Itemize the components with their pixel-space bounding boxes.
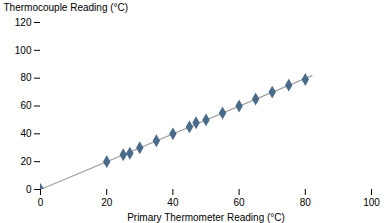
svg-text:60: 60: [20, 100, 32, 111]
svg-text:60: 60: [234, 197, 246, 208]
svg-text:40: 40: [20, 128, 32, 139]
svg-text:100: 100: [363, 197, 380, 208]
svg-text:40: 40: [167, 197, 179, 208]
svg-text:Primary Thermometer Reading (°: Primary Thermometer Reading (°C): [127, 212, 285, 223]
svg-text:0: 0: [26, 184, 32, 195]
svg-text:80: 80: [300, 197, 312, 208]
svg-text:20: 20: [20, 156, 32, 167]
svg-text:120: 120: [15, 17, 32, 28]
svg-text:Thermocouple Reading (°C): Thermocouple Reading (°C): [4, 2, 129, 13]
svg-text:100: 100: [15, 45, 32, 56]
svg-text:80: 80: [20, 72, 32, 83]
svg-text:20: 20: [101, 197, 113, 208]
svg-text:0: 0: [38, 197, 44, 208]
